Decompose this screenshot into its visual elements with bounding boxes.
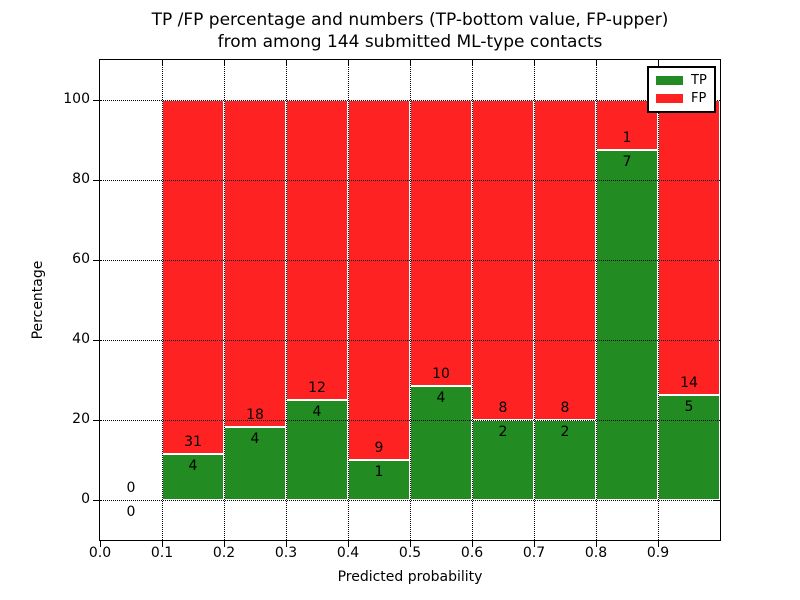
x-tick-mark [409,541,411,547]
x-tick-mark [595,541,597,547]
y-tick-mark [93,339,100,341]
gridline-v [161,60,163,540]
x-tick-mark [657,541,659,547]
bar-segment-fp [410,100,472,386]
y-tick-mark [93,419,100,421]
gridline-v [533,60,535,540]
bar-count-tp: 2 [498,424,508,440]
bar-segment-fp [348,100,410,460]
bar-segment-tp [410,385,472,500]
bar-segment-tp [162,454,224,500]
bar-count-fp: 31 [184,434,202,451]
x-tick-mark [223,541,225,547]
x-axis-label: Predicted probability [337,569,483,585]
y-tick-mark [93,179,100,181]
bar-count-tp: 4 [188,458,198,475]
legend-label-fp: FP [691,90,707,106]
x-tick-mark [533,541,535,547]
legend: TP FP [647,66,716,113]
bar-segment-tp [224,427,286,500]
bar-segment-fp [162,100,224,455]
bar-count-tp: 4 [250,431,260,448]
bar-count-tp: 0 [126,504,136,520]
gridline-v [223,60,225,540]
bar-count-fp: 0 [126,480,136,496]
y-tick-label: 100 [63,91,90,107]
legend-swatch-fp-icon [656,93,683,103]
bar-count-tp: 4 [436,389,446,406]
bar-count-tp: 2 [560,424,570,440]
x-tick-label: 0.5 [398,545,422,561]
bar-segment-fp [658,100,720,395]
gridline-v [657,60,659,540]
gridline-v [595,60,597,540]
y-tick-label: 40 [72,331,90,347]
bar-count-fp: 12 [308,380,326,396]
legend-swatch-tp-icon [656,76,683,86]
x-tick-label: 0.0 [88,545,112,561]
legend-entry-tp: TP [656,72,707,90]
bar-count-tp: 4 [312,404,322,420]
x-tick-mark [161,541,163,547]
x-tick-label: 0.4 [336,545,360,561]
bar-segment-tp [534,420,596,500]
bar-count-fp: 8 [498,400,508,416]
x-tick-label: 0.2 [212,545,236,561]
y-tick-label: 20 [72,411,90,427]
x-tick-label: 0.8 [584,545,608,561]
gridline-v [285,60,287,540]
bar-count-tp: 5 [684,398,694,415]
gridline-v [347,60,349,540]
bar-segment-tp [596,150,658,500]
x-tick-mark [285,541,287,547]
y-axis-label: Percentage [30,260,46,340]
bar-segment-tp [658,394,720,500]
bar-count-fp: 8 [560,400,570,416]
x-tick-label: 0.7 [522,545,546,561]
bar-count-tp: 1 [374,464,384,480]
bar-count-fp: 1 [622,130,632,146]
x-tick-label: 0.9 [646,545,670,561]
x-tick-label: 0.1 [150,545,174,561]
bar-segment-tp [472,420,534,500]
x-tick-mark [347,541,349,547]
legend-entry-fp: FP [656,90,707,108]
x-tick-mark [471,541,473,547]
plot-area: 0 0 31 4 18 4 12 4 9 1 10 4 8 2 8 2 1 7 14 5 [99,59,721,541]
bar-count-fp: 18 [246,407,264,424]
bar-segment-fp [286,100,348,400]
y-tick-mark [93,259,100,261]
legend-label-tp: TP [691,73,707,89]
bar-count-fp: 9 [374,440,384,456]
x-tick-label: 0.6 [460,545,484,561]
gridline-v [409,60,411,540]
y-tick-label: 0 [81,491,90,507]
y-tick-mark [93,99,100,101]
y-tick-label: 60 [72,251,90,267]
x-tick-mark [99,541,101,547]
bar-segment-fp [224,100,286,428]
bar-count-tp: 7 [622,154,632,170]
chart-title: TP /FP percentage and numbers (TP-bottom… [151,10,669,52]
x-tick-label: 0.3 [274,545,298,561]
gridline-v [471,60,473,540]
y-tick-label: 80 [72,171,90,187]
y-tick-mark [93,499,100,501]
bar-count-fp: 14 [680,374,698,391]
bar-count-fp: 10 [432,365,450,382]
